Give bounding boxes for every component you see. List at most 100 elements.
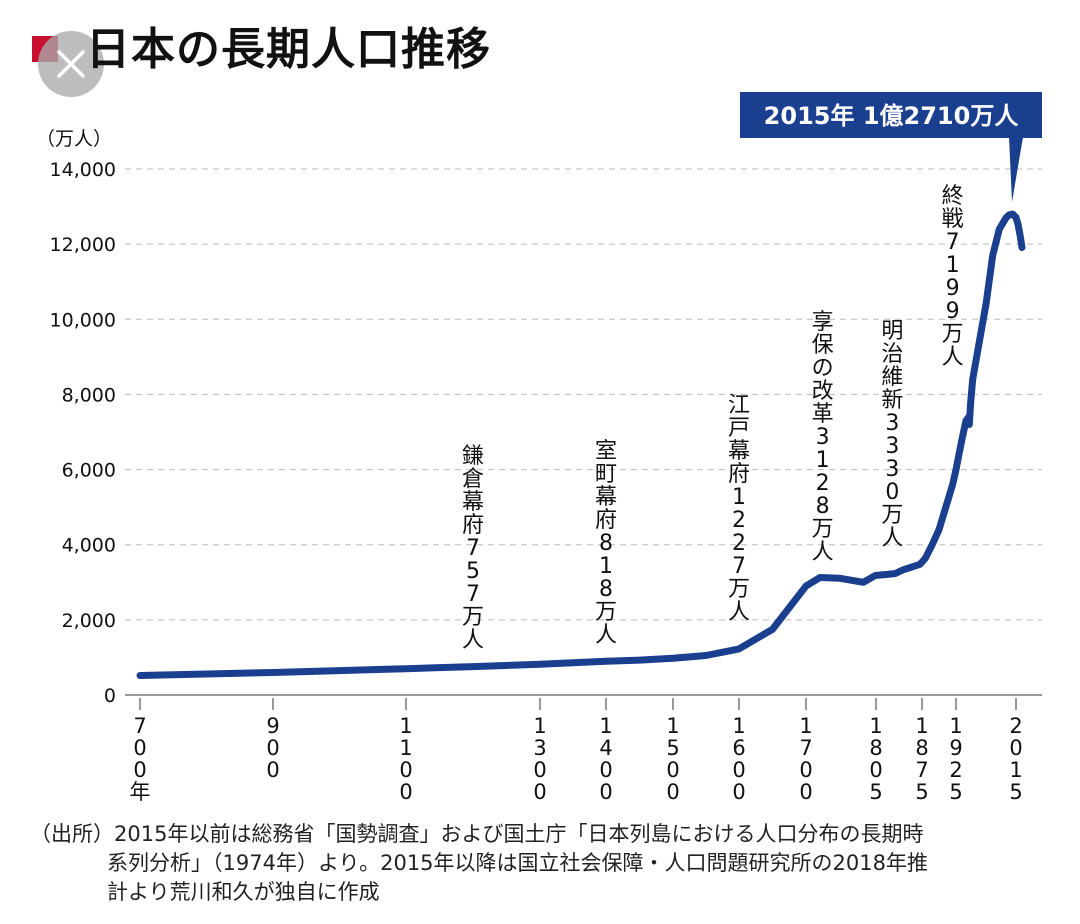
x-tick-label: 0 [1009,736,1022,760]
x-tick-label: 1 [399,714,412,738]
x-tick-label: 3 [533,736,546,760]
x-tick-label: 9 [949,736,962,760]
annotation-char: 人 [881,526,903,551]
annotation-char: 府 [728,462,750,487]
annotation-char: 3 [816,425,830,450]
x-tick-label: 5 [949,780,962,804]
x-tick-label: 1 [732,714,745,738]
y-tick-label: 4,000 [62,535,116,557]
y-axis-unit-label: （万人） [36,128,112,150]
annotation-char: 享 [812,310,834,335]
annotation-char: 江 [728,393,750,418]
x-tick-label: 1 [599,714,612,738]
annotation-char: 新 [881,388,903,413]
annotation-char: 万 [728,577,750,602]
callout-label: 2015年 1億2710万人 [764,102,1019,130]
x-tick-label: 0 [133,758,146,782]
x-tick-label: 1 [915,714,928,738]
x-tick-label: 1 [533,714,546,738]
annotation-char: 幕 [462,490,484,515]
annotation-char: 人 [812,540,834,565]
x-tick-label: 0 [666,758,679,782]
annotation-char: 万 [595,600,617,625]
annotation-char: 7 [946,230,960,255]
annotation-char: 1 [946,253,960,278]
x-tick-label: 2 [949,758,962,782]
x-tick-label: 0 [399,780,412,804]
annotation-char: 室 [595,439,617,464]
annotation-char: 人 [942,345,964,370]
y-tick-label: 10,000 [50,309,116,331]
annotation-char: 1 [732,485,746,510]
x-tick-label: 5 [915,780,928,804]
x-tick-label: 1 [399,736,412,760]
x-tick-label: 7 [915,758,928,782]
y-tick-label: 14,000 [50,159,116,181]
annotation-char: 戦 [942,207,964,232]
annotation-char: 7 [466,582,480,607]
annotation-char: 終 [942,184,964,209]
x-tick-label: 7 [799,736,812,760]
x-tick-label: 0 [266,758,279,782]
callout-pointer [1009,137,1023,202]
annotation-char: 改 [812,379,834,404]
x-tick-label: 0 [599,780,612,804]
x-tick-label: 1 [949,714,962,738]
annotation-char: 万 [812,517,834,542]
annotation-char: 万 [462,605,484,630]
annotation-char: 府 [595,508,617,533]
callout-box [740,92,1042,138]
x-tick-label: 4 [599,736,612,760]
x-tick-label: 0 [399,758,412,782]
annotation-char: 維 [881,365,903,390]
annotation-char: 3 [885,457,899,482]
annotation-char: 3 [885,434,899,459]
x-tick-label: 1 [799,714,812,738]
annotation-char: 8 [599,531,613,556]
annotation-char: の [812,356,834,381]
close-button[interactable] [38,31,104,97]
x-tick-label: 9 [266,714,279,738]
annotation-char: 倉 [462,467,484,492]
x-tick-label: 1 [1009,758,1022,782]
annotation-char: 明 [881,319,903,344]
x-tick-label: 0 [799,758,812,782]
annotation-char: 戸 [728,416,750,441]
annotation-char: 7 [466,536,480,561]
x-tick-label: 0 [799,780,812,804]
x-tick-label: 8 [915,736,928,760]
annotation-char: 9 [946,299,960,324]
annotation-char: 保 [812,333,834,358]
x-tick-label: 1 [869,714,882,738]
annotation-char: 0 [885,480,899,505]
annotation-char: 2 [732,508,746,533]
x-tick-label: 0 [533,758,546,782]
annotation-char: 9 [946,276,960,301]
annotation-char: 万 [942,322,964,347]
annotation-char: 革 [812,402,834,427]
annotation-char: 3 [885,411,899,436]
x-tick-label: 8 [869,736,882,760]
annotation-char: 7 [732,554,746,579]
x-tick-label: 年 [130,780,151,804]
close-icon [57,50,85,78]
x-tick-label: 0 [533,780,546,804]
population-chart: 0 2,000 4,000 6,000 8,000 10,000 12,000 14,000 （… [36,92,1042,804]
annotation-char: 人 [728,600,750,625]
annotation-char: 5 [466,559,480,584]
x-tick-label: 0 [869,758,882,782]
y-tick-label: 8,000 [62,384,116,406]
annotation-char: 人 [462,628,484,653]
annotation-char: 治 [881,342,903,367]
x-tick-label: 0 [666,780,679,804]
x-tick-label: 0 [266,736,279,760]
y-tick-label: 6,000 [62,460,116,482]
x-tick-label: 1 [666,714,679,738]
x-tick-label: 5 [1009,780,1022,804]
